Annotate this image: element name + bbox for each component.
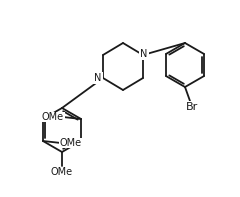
Text: Br: Br: [186, 102, 198, 112]
Text: N: N: [94, 73, 102, 83]
Text: OMe: OMe: [60, 138, 82, 148]
Text: OMe: OMe: [51, 167, 73, 177]
Text: N: N: [140, 49, 148, 59]
Text: OMe: OMe: [42, 112, 64, 122]
